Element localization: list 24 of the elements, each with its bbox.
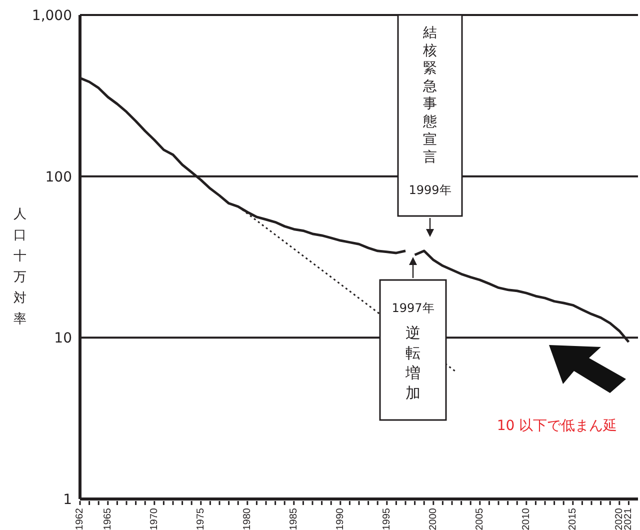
x-tick-label: 1962 [74, 508, 86, 530]
x-tick-label: 2000 [428, 508, 439, 530]
y-axis-title: 人口十万対率 [14, 207, 26, 327]
annotation: 1997年 [392, 301, 434, 315]
y-tick-label: 100 [45, 169, 72, 186]
x-tick-label: 2021 [623, 508, 634, 530]
x-tick-label: 1995 [381, 508, 392, 530]
x-tick-label: 1965 [102, 508, 114, 530]
x-tick-label: 1975 [195, 508, 206, 530]
x-tick-label: 1985 [288, 508, 300, 530]
annotation: 結核緊急事態宣言 [422, 25, 437, 166]
annotation: 1999年 [408, 183, 452, 197]
x-tick-label: 1980 [242, 508, 253, 530]
y-tick-label: 10 [54, 330, 72, 347]
x-tick-label: 2015 [567, 508, 578, 530]
x-tick-label: 2010 [520, 508, 532, 530]
y-tick-label: 1 [63, 492, 72, 508]
annotation: 10 以下で低まん延 [496, 418, 618, 434]
x-tick-label: 2020 [614, 508, 625, 530]
annotation: 逆転増加 [404, 324, 420, 402]
x-tick-label: 1990 [334, 508, 346, 530]
y-tick-label: 1,000 [32, 8, 72, 24]
x-tick-label: 2005 [474, 508, 486, 530]
x-tick-label: 1970 [148, 508, 160, 530]
